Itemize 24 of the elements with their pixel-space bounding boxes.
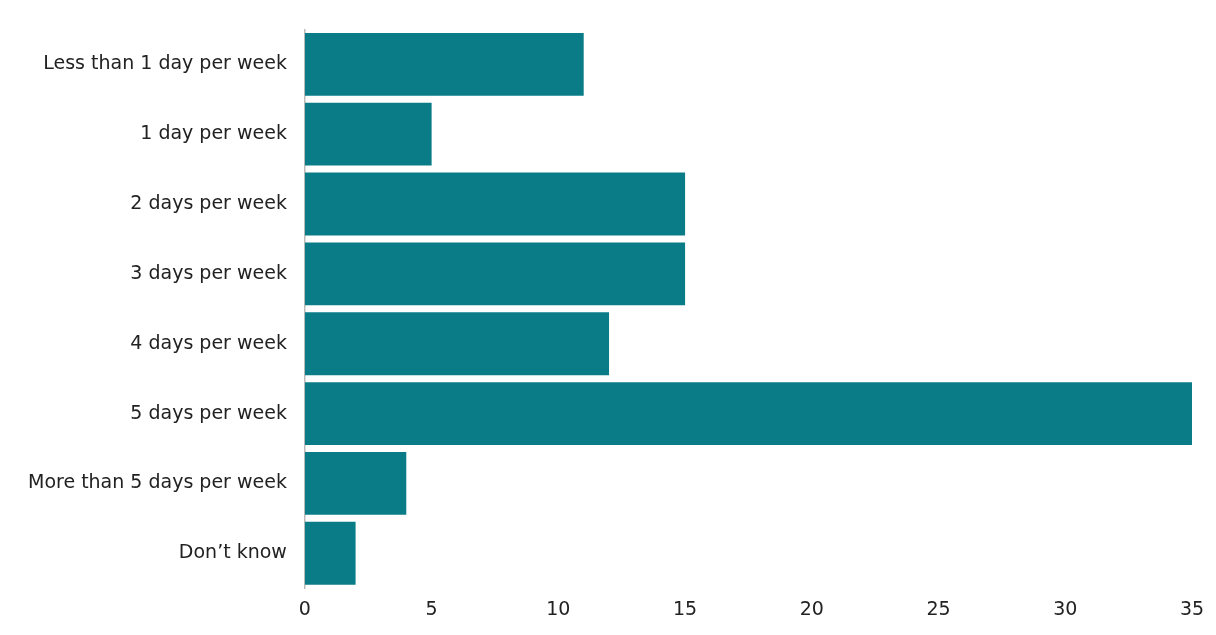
x-tick-label: 35 [1179,596,1205,619]
bar [304,242,686,306]
bar [304,172,686,236]
y-tick-label: Don’t know [178,540,287,563]
bar [304,312,610,376]
y-tick-label: 2 days per week [130,190,287,213]
bar [304,102,432,166]
x-tick-label: 15 [672,596,698,619]
x-tick-label: 5 [425,596,438,619]
y-tick-label: 4 days per week [130,330,287,353]
bar [304,32,584,96]
x-tick-label: 10 [546,596,571,619]
bar [304,521,356,585]
x-tick-label: 20 [799,596,824,619]
y-tick-label: 5 days per week [130,400,287,423]
x-tick-label: 0 [298,596,311,619]
x-tick-label: 25 [926,596,951,619]
y-tick-label: Less than 1 day per week [43,51,287,74]
bar [304,382,1192,446]
y-tick-label: 3 days per week [130,260,287,283]
x-tick-label: 30 [1053,596,1078,619]
y-tick-label: More than 5 days per week [27,470,287,493]
bar [304,451,407,515]
y-tick-label: 1 day per week [140,121,287,144]
